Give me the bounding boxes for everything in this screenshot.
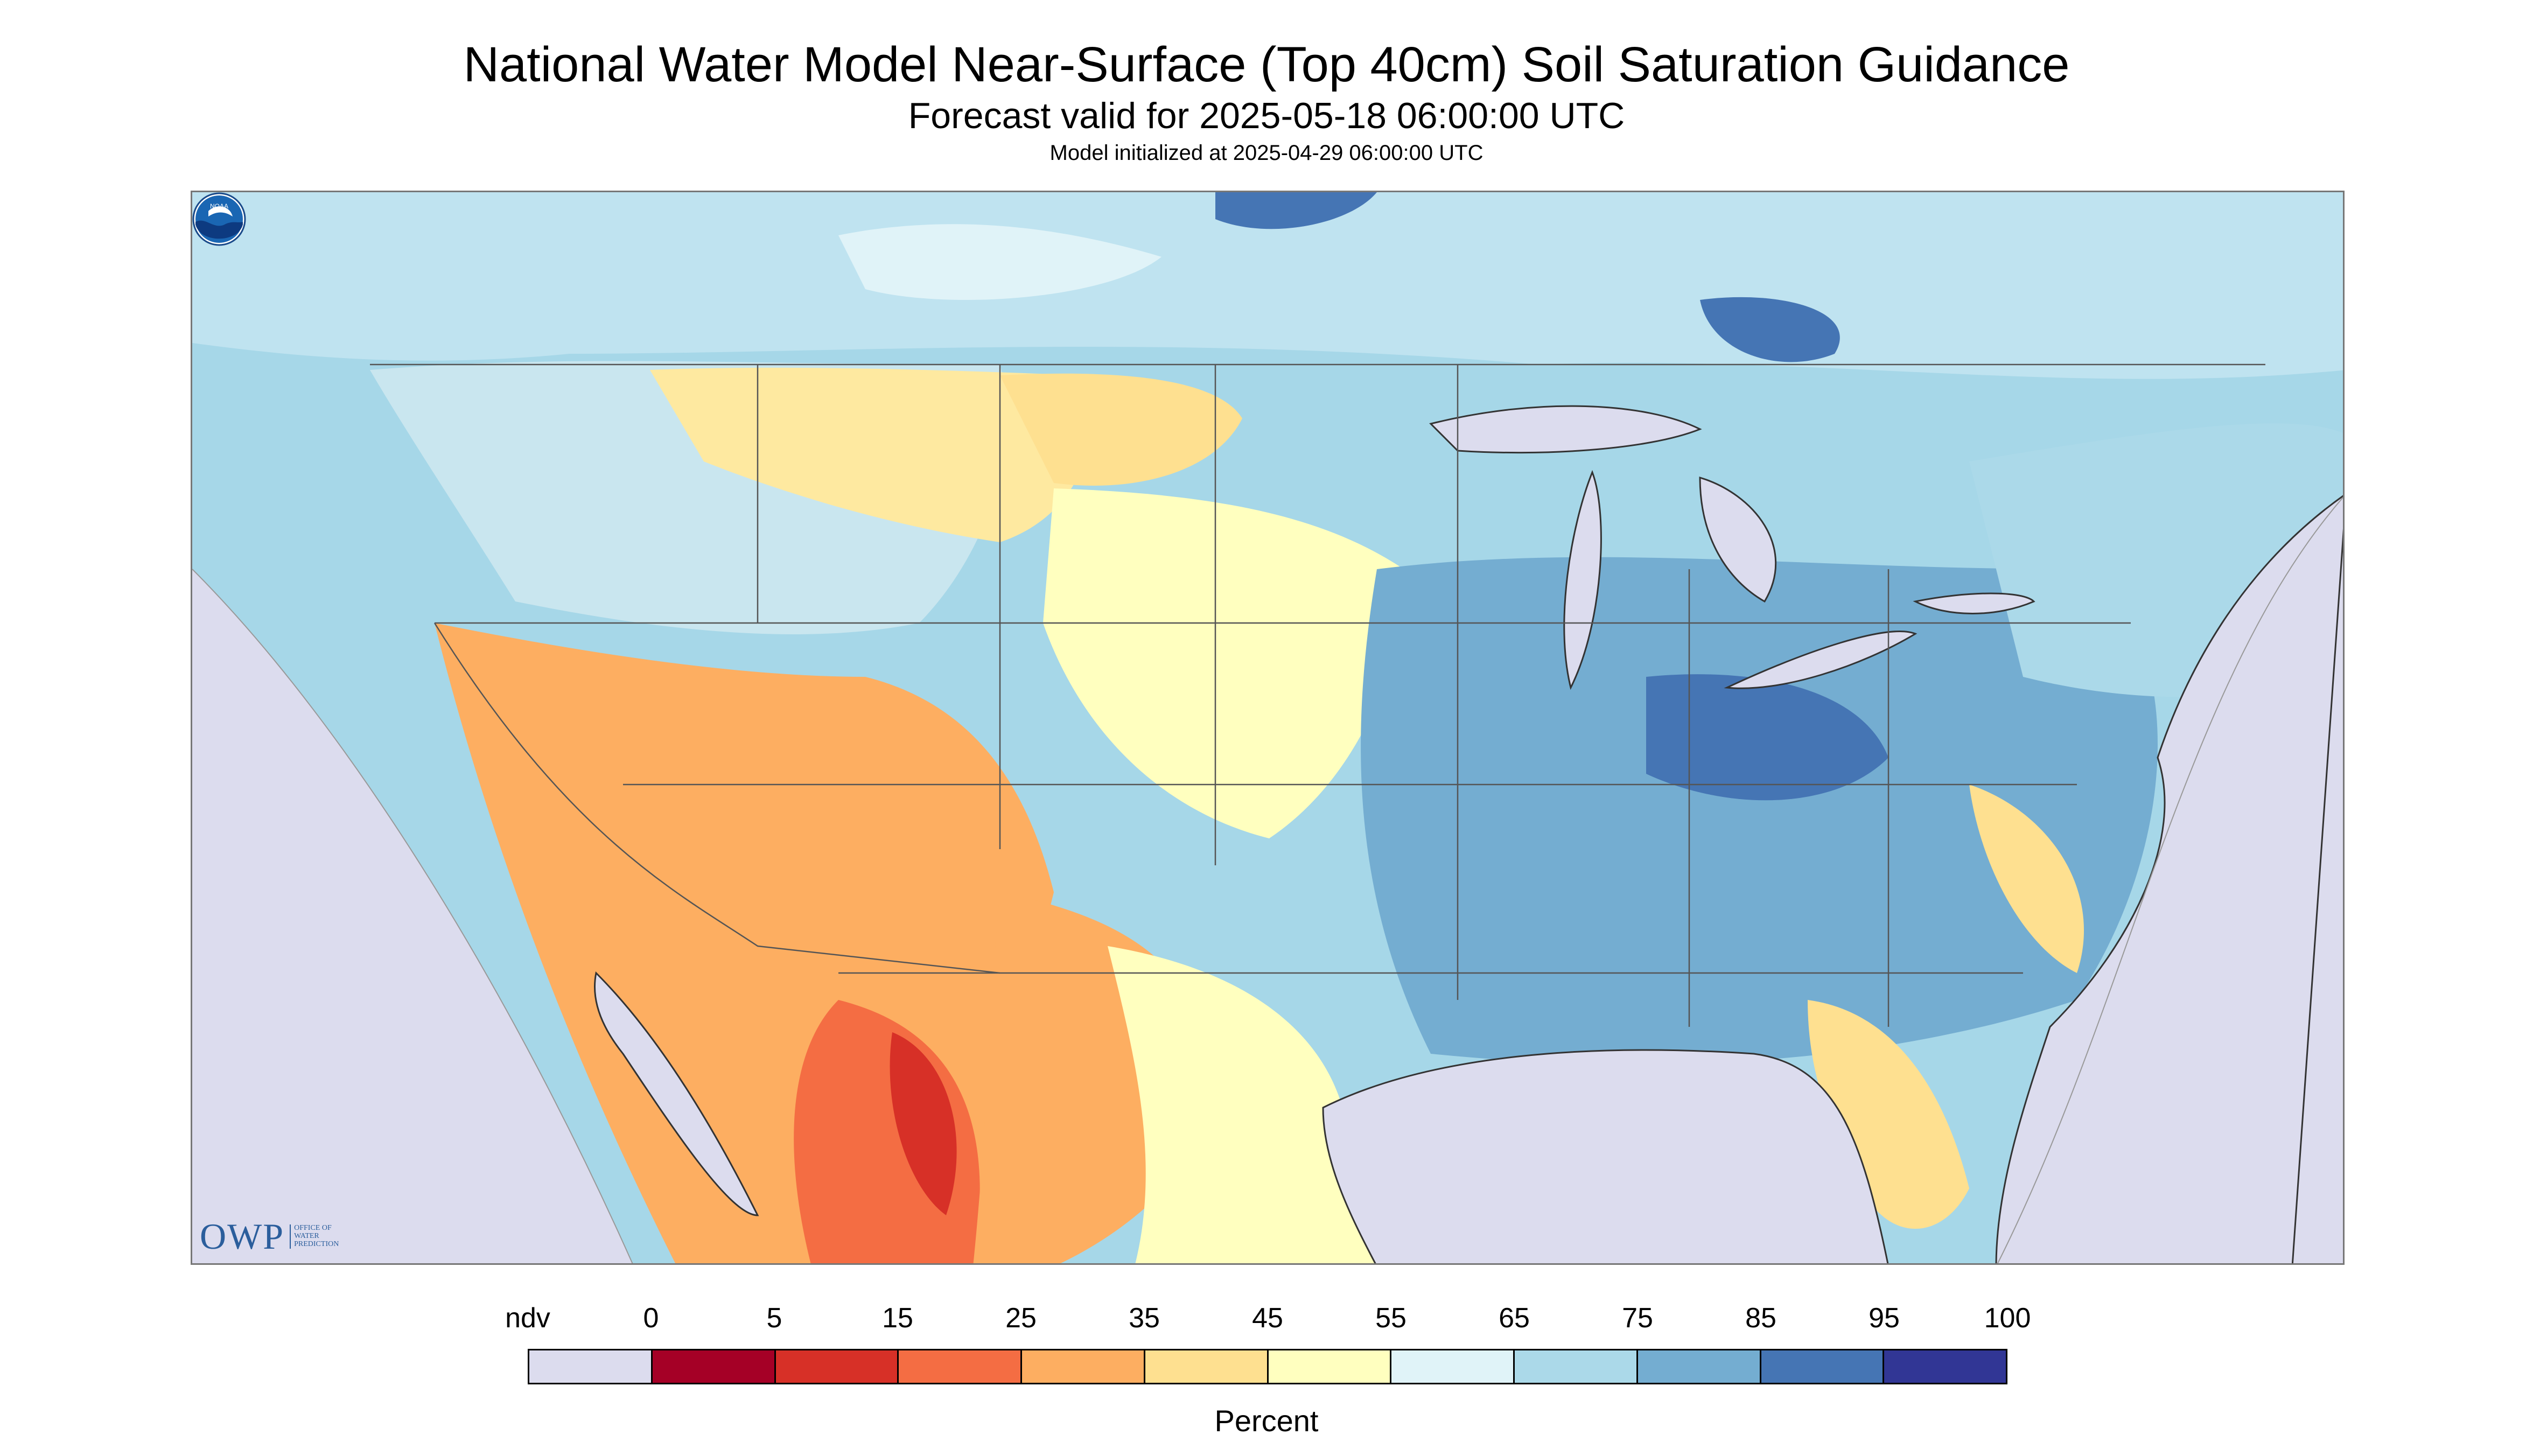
- legend-label-0: 0: [643, 1303, 659, 1334]
- central-plains-moderate: [1043, 488, 1404, 838]
- gulf-of-mexico: [1322, 1049, 1889, 1263]
- forecast-valid-time: Forecast valid for 2025-05-18 06:00:00 U…: [908, 95, 1625, 136]
- northern-plains-dry: [650, 367, 1091, 542]
- lake-huron: [1699, 476, 1776, 603]
- legend-swatch-9: [1638, 1350, 1761, 1383]
- gulf-of-california: [593, 971, 759, 1216]
- us-mexico-border: [433, 622, 1000, 974]
- projection-edge-west: [192, 569, 633, 1263]
- legend-label-45: 45: [1252, 1303, 1283, 1334]
- lake-superior: [1429, 405, 1702, 454]
- legend-swatch-5: [1145, 1350, 1269, 1383]
- owp-logo: OWP OFFICE OF WATER PREDICTION: [200, 1215, 339, 1258]
- south-texas-moderate: [1108, 946, 1377, 1263]
- legend-label-100: 100: [1984, 1303, 2031, 1334]
- carolinas-dry: [1969, 785, 2084, 973]
- legend-label-55: 55: [1375, 1303, 1407, 1334]
- legend-label-5: 5: [766, 1303, 782, 1334]
- noaa-logo-icon: NOAA: [192, 192, 246, 246]
- legend-label-75: 75: [1622, 1303, 1653, 1334]
- lake-erie: [1724, 631, 1918, 689]
- legend-swatch-7: [1391, 1350, 1515, 1383]
- owp-logo-text: OWP: [200, 1216, 285, 1257]
- legend-swatch-2: [775, 1350, 899, 1383]
- sonora-driest: [890, 1032, 957, 1215]
- map-canvas: [192, 192, 2343, 1263]
- legend-swatch-3: [899, 1350, 1022, 1383]
- atlantic-ocean: [1995, 495, 2343, 1263]
- legend-label-25: 25: [1005, 1303, 1037, 1334]
- legend-units-label: Percent: [1214, 1404, 1319, 1438]
- land-surface: [192, 192, 2343, 1263]
- legend-swatch-1: [652, 1350, 776, 1383]
- projection-edge-east: [1997, 496, 2343, 1263]
- legend-swatch-8: [1515, 1350, 1638, 1383]
- canada-light-patch: [838, 224, 1161, 300]
- legend-swatch-10: [1761, 1350, 1885, 1383]
- owp-logo-subtext: OFFICE OF WATER PREDICTION: [290, 1224, 339, 1249]
- lake-michigan: [1563, 470, 1602, 690]
- legend-swatch-4: [1022, 1350, 1145, 1383]
- dakota-dry: [1000, 373, 1242, 486]
- model-init-time: Model initialized at 2025-04-29 06:00:00…: [1049, 141, 1484, 165]
- svg-text:NOAA: NOAA: [210, 202, 228, 210]
- color-legend-bar: [528, 1349, 2007, 1384]
- ontario-wet-patch: [1700, 297, 1840, 362]
- legend-label-85: 85: [1745, 1303, 1776, 1334]
- legend-label-15: 15: [882, 1303, 913, 1334]
- legend-swatch-0: [529, 1350, 653, 1383]
- ohio-valley-very-wet: [1646, 674, 1888, 801]
- map-title: National Water Model Near-Surface (Top 4…: [463, 37, 2070, 92]
- legend-label-95: 95: [1869, 1303, 1900, 1334]
- soil-saturation-map[interactable]: OWP OFFICE OF WATER PREDICTION NOAA: [191, 191, 2345, 1265]
- florida-dry: [1808, 1000, 1969, 1229]
- legend-swatch-6: [1268, 1350, 1392, 1383]
- lake-ontario: [1913, 592, 2035, 614]
- eastern-wet-region: [1361, 557, 2158, 1065]
- legend-label-ndv: ndv: [505, 1303, 550, 1334]
- legend-label-65: 65: [1499, 1303, 1530, 1334]
- hudson-wet-patch: [1215, 192, 1377, 229]
- legend-swatch-11: [1884, 1350, 2006, 1383]
- legend-label-35: 35: [1129, 1303, 1160, 1334]
- state-boundaries: [370, 363, 2265, 1027]
